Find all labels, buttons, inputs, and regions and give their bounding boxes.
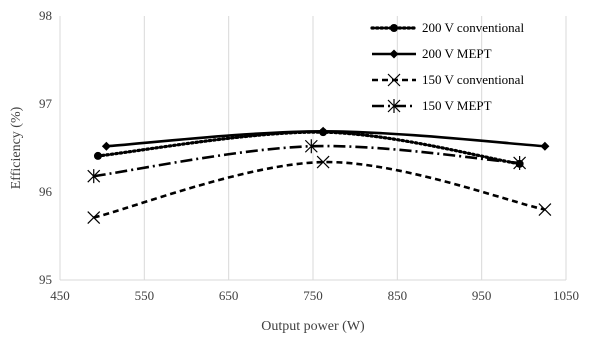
legend-label: 150 V conventional [422,72,524,87]
legend-label: 200 V conventional [422,20,524,35]
series-line [93,144,520,178]
data-point [538,203,552,217]
data-point [316,155,330,169]
y-tick-label: 97 [39,96,53,111]
x-tick-label: 850 [388,288,408,303]
legend-item: 150 V MEPT [372,98,492,113]
series-200-v-mept [101,126,550,151]
data-point [101,141,111,151]
data-point [87,211,101,224]
legend-marker [387,73,401,87]
legend-label: 150 V MEPT [422,98,492,113]
data-point [93,151,102,160]
data-point [304,139,318,154]
axes: 450 550 650 750 850 950 1050 95 96 97 98 [39,8,579,303]
x-tick-label: 550 [135,288,155,303]
data-point [318,126,328,136]
x-tick-label: 950 [472,288,492,303]
series-line [93,160,546,219]
gridlines [59,16,567,280]
series-layer [87,126,552,224]
x-tick-label: 1050 [553,288,579,303]
legend-item: 200 V conventional [370,20,524,35]
legend-marker [390,24,398,32]
x-tick-label: 750 [303,288,323,303]
y-tick-label: 95 [39,272,52,287]
legend-item: 150 V conventional [372,72,524,87]
x-tick-label: 450 [50,288,70,303]
series-150-v-conventional [87,155,552,224]
legend-item: 200 V MEPT [372,46,492,61]
y-tick-label: 98 [39,8,52,23]
x-tick-label: 650 [219,288,239,303]
data-point [513,155,527,170]
data-point [540,141,550,151]
legend-label: 200 V MEPT [422,46,492,61]
x-axis-title: Output power (W) [261,319,365,334]
data-point [87,169,101,184]
legend-marker [389,49,399,59]
legend: 200 V conventional 200 V MEPT 150 V conven… [370,20,524,113]
legend-marker [387,99,401,113]
y-axis-title: Efficiency (%) [9,106,24,189]
series-150-v-mept [87,139,527,184]
y-tick-label: 96 [39,184,53,199]
